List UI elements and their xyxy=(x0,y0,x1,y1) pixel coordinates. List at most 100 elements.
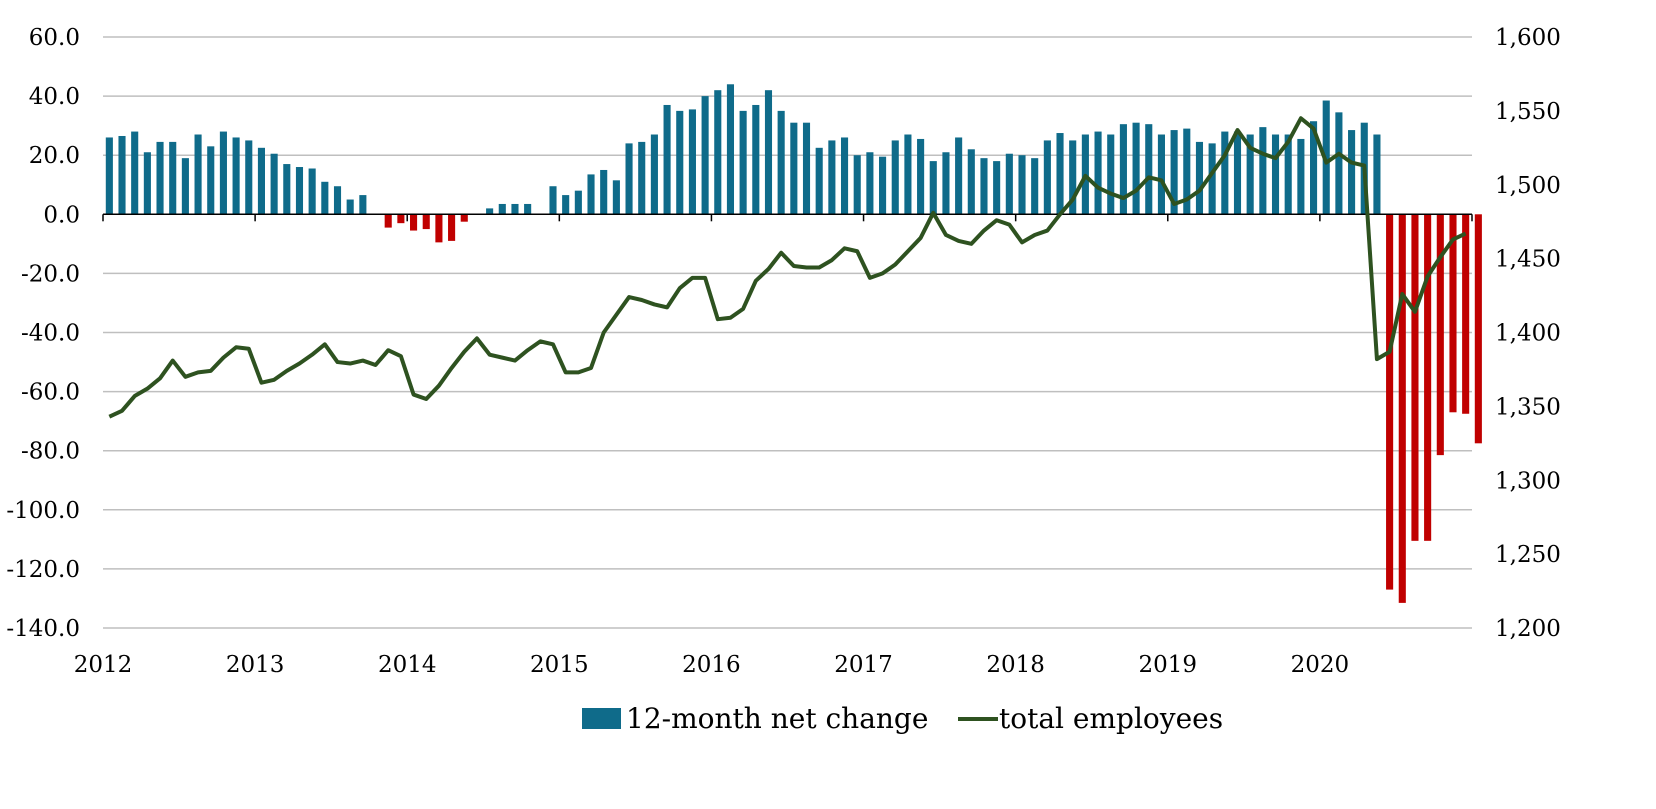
bar xyxy=(967,149,975,215)
y-left-tick-label: -100.0 xyxy=(6,498,80,524)
x-axis-labels: 2012 2013 2014 2015 2016 2017 2018 2019 2020 xyxy=(74,652,1349,678)
bar xyxy=(815,147,823,215)
bar xyxy=(676,110,684,215)
bar xyxy=(1094,131,1102,215)
x-tick-label: 2019 xyxy=(1139,652,1198,678)
bar xyxy=(511,203,519,215)
bar xyxy=(207,146,215,215)
bar xyxy=(726,84,735,215)
bar xyxy=(1145,124,1153,215)
bar xyxy=(118,135,126,215)
legend-bar-swatch xyxy=(582,708,621,729)
y-right-tick-label: 1,600 xyxy=(1495,25,1561,51)
bar xyxy=(359,195,367,215)
bar xyxy=(1348,130,1356,215)
bar xyxy=(1462,214,1470,414)
bar xyxy=(663,104,671,215)
bar xyxy=(460,214,468,222)
y-left-tick-label: -60.0 xyxy=(21,380,80,406)
bar xyxy=(1018,155,1026,215)
bar xyxy=(1107,134,1115,215)
bar xyxy=(777,110,785,215)
bar xyxy=(1284,134,1292,215)
bar xyxy=(1208,143,1216,215)
bar xyxy=(904,134,912,215)
bar xyxy=(980,158,988,215)
bar xyxy=(1398,214,1406,603)
y-right-tick-label: 1,350 xyxy=(1495,394,1561,420)
bar xyxy=(714,90,722,215)
x-axis-ticks xyxy=(102,214,1473,222)
bar xyxy=(346,199,354,215)
y-left-tick-label: 0.0 xyxy=(43,202,80,228)
x-tick-label: 2016 xyxy=(682,652,741,678)
x-tick-label: 2015 xyxy=(530,652,589,678)
y-right-tick-label: 1,200 xyxy=(1495,616,1561,642)
bar xyxy=(1474,214,1482,444)
bar xyxy=(524,203,532,215)
legend-bar-label: 12-month net change xyxy=(626,702,928,735)
bar xyxy=(308,168,316,215)
bar xyxy=(333,186,342,215)
bar xyxy=(942,152,950,215)
bar xyxy=(410,214,418,231)
bar xyxy=(1246,134,1254,215)
bar xyxy=(169,141,177,215)
bar xyxy=(993,161,1001,215)
bar xyxy=(1157,134,1165,215)
y-right-tick-label: 1,550 xyxy=(1495,99,1561,125)
y-left-tick-label: -40.0 xyxy=(21,321,80,347)
bar xyxy=(498,203,506,215)
y-left-tick-label: 20.0 xyxy=(29,143,80,169)
bar xyxy=(1411,214,1419,541)
gridlines xyxy=(103,36,1472,629)
bar xyxy=(764,90,773,215)
bar xyxy=(790,122,798,215)
bar xyxy=(612,180,620,215)
bar xyxy=(448,214,456,241)
y-axis-right-labels: 1,600 1,550 1,500 1,450 1,400 1,350 1,300 1,250… xyxy=(1495,25,1561,642)
bar xyxy=(1436,214,1444,456)
y-left-tick-label: 40.0 xyxy=(29,84,80,110)
bar xyxy=(828,140,836,215)
bar xyxy=(245,140,253,215)
bar xyxy=(1069,140,1077,215)
y-left-tick-label: -140.0 xyxy=(6,616,80,642)
bar xyxy=(1183,128,1191,215)
bar xyxy=(384,214,392,228)
bar xyxy=(156,141,164,215)
bar xyxy=(131,131,139,215)
bar xyxy=(688,109,696,215)
bar xyxy=(1449,214,1457,413)
y-left-tick-label: -20.0 xyxy=(21,261,80,287)
bar xyxy=(105,137,113,215)
y-left-tick-label: 60.0 xyxy=(29,25,80,51)
bar xyxy=(1195,141,1204,215)
bar xyxy=(143,152,151,215)
y-right-tick-label: 1,500 xyxy=(1495,173,1561,199)
bar xyxy=(562,195,570,215)
bar xyxy=(752,104,760,215)
bar xyxy=(1233,131,1242,215)
x-tick-label: 2012 xyxy=(74,652,133,678)
y-right-tick-label: 1,300 xyxy=(1495,468,1561,494)
bar xyxy=(879,156,887,215)
x-tick-label: 2017 xyxy=(834,652,893,678)
bar xyxy=(1335,112,1343,215)
bar xyxy=(1271,134,1280,215)
bar xyxy=(1221,131,1229,215)
bar xyxy=(194,134,202,215)
bar xyxy=(549,186,557,215)
x-tick-label: 2013 xyxy=(226,652,285,678)
x-tick-label: 2014 xyxy=(378,652,437,678)
bar xyxy=(701,96,709,215)
bar xyxy=(917,138,925,215)
bar xyxy=(574,190,582,215)
bar xyxy=(397,214,405,224)
bar xyxy=(270,153,278,215)
bar xyxy=(435,214,443,243)
bar xyxy=(625,143,633,215)
bar xyxy=(638,141,646,215)
y-right-tick-label: 1,400 xyxy=(1495,321,1561,347)
